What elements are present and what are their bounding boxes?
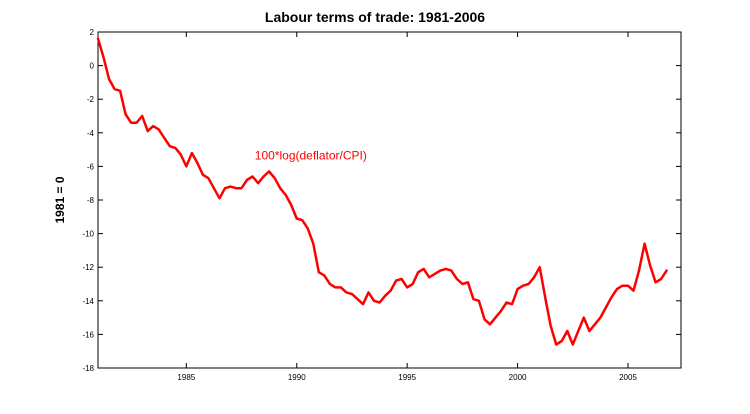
y-tick-label: -14	[82, 297, 94, 306]
y-axis-label: 1981 = 0	[53, 176, 67, 223]
y-tick-label: -18	[82, 364, 94, 373]
y-tick-label: -10	[82, 230, 94, 239]
y-tick-label: -6	[87, 162, 95, 171]
y-tick-label: -12	[82, 263, 94, 272]
series-annotation: 100*log(deflator/CPI)	[255, 149, 367, 163]
x-tick-label: 2000	[509, 373, 527, 382]
series-line	[96, 37, 668, 346]
x-tick-label: 1990	[288, 373, 306, 382]
y-axis: 2 0 -2 -4 -6 -8 -10 -12 -14 -16 -18	[82, 28, 681, 373]
chart-title: Labour terms of trade: 1981-2006	[265, 9, 485, 25]
y-tick-label: 0	[90, 62, 95, 71]
y-tick-label: -2	[87, 95, 95, 104]
x-tick-label: 1995	[398, 373, 416, 382]
y-tick-label: -16	[82, 330, 94, 339]
series-group	[96, 37, 668, 346]
y-tick-label: -4	[87, 129, 95, 138]
y-tick-label: -8	[87, 196, 95, 205]
x-tick-label: 2005	[619, 373, 637, 382]
y-tick-label: 2	[90, 28, 95, 37]
x-axis: 1985 1990 1995 2000 2005	[177, 32, 637, 382]
x-tick-label: 1985	[177, 373, 195, 382]
